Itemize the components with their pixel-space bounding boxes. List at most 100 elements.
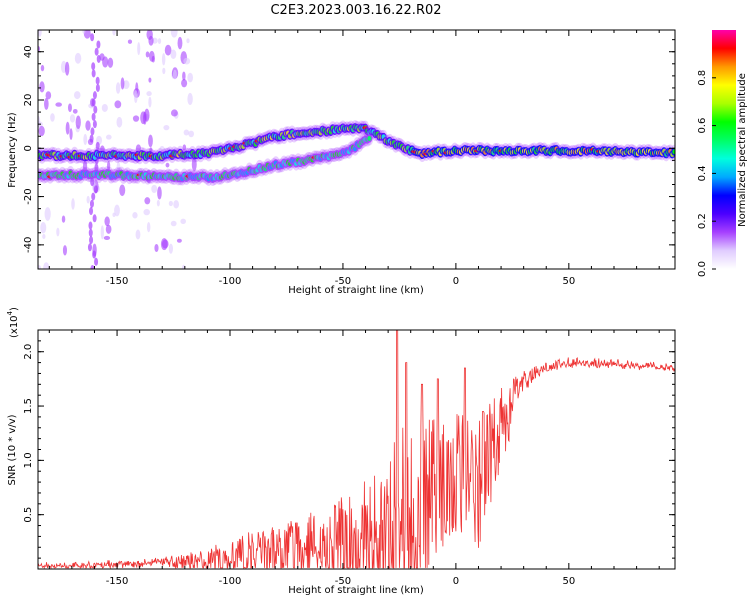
spectrogram-speckle xyxy=(104,216,110,227)
spectrogram-speckle xyxy=(172,69,177,80)
spectrogram-stripe xyxy=(88,228,93,237)
spectrogram-speckle xyxy=(182,71,186,81)
colorbar-tick-label: 0.8 xyxy=(697,70,708,86)
spectrogram-stripe xyxy=(92,120,97,129)
spectrogram-speckle xyxy=(132,211,138,219)
spectrogram-speckle xyxy=(151,184,158,194)
spectrogram-x-tick-label: -150 xyxy=(106,276,129,287)
snr-y-tick-label: 1.5 xyxy=(23,398,34,414)
spectrogram-speckle xyxy=(85,120,91,131)
snr-y-tick-label: 1.0 xyxy=(23,452,34,468)
spectrogram-stripe xyxy=(90,33,95,42)
spectrogram-x-tick-label: 0 xyxy=(453,276,459,287)
spectrogram-speckle xyxy=(116,116,123,128)
spectrogram-speckle xyxy=(127,39,133,44)
snr-x-tick-label: -150 xyxy=(106,576,129,587)
spectrogram-speckle xyxy=(187,92,193,105)
colorbar-scale xyxy=(712,30,736,269)
spectrogram-speckle xyxy=(71,198,75,210)
spectrogram-speckle xyxy=(182,144,187,151)
spectrogram-speckle xyxy=(65,121,70,135)
snr-y-tick-label: 0.5 xyxy=(23,507,34,523)
snr-y-axis: 0.5 1.0 1.5 2.0 xyxy=(23,340,675,570)
spectrogram-speckle xyxy=(100,225,104,240)
spectrogram-speckle xyxy=(176,238,182,243)
spectrogram-speckle xyxy=(149,50,155,62)
spectrogram-speckle xyxy=(72,108,78,114)
snr-y-multiplier-close: ) xyxy=(9,307,20,311)
spectrogram-stripe xyxy=(92,250,97,259)
spectrogram-stripe xyxy=(89,134,94,143)
spectrogram-speckle xyxy=(69,128,73,140)
spectrogram-stripe xyxy=(92,91,97,100)
spectrogram-x-tick-label: 50 xyxy=(562,276,575,287)
spectrogram-speckle xyxy=(146,30,153,40)
snr-y-multiplier-exp: 4 xyxy=(6,310,14,315)
spectrogram-speckle xyxy=(44,97,49,110)
spectrogram-speckle xyxy=(135,229,141,240)
spectrogram-speckle xyxy=(82,30,86,34)
spectrogram-speckle xyxy=(157,38,162,44)
spectrogram-speckle xyxy=(120,77,125,90)
spectrogram-speckle xyxy=(137,42,141,56)
spectrogram-speckle xyxy=(191,157,197,172)
spectrogram-speckle xyxy=(115,82,121,94)
spectrogram-stripe xyxy=(96,54,101,63)
spectrogram-speckle xyxy=(45,91,52,100)
spectrogram-speckle xyxy=(165,162,170,168)
spectrogram-stripe xyxy=(94,163,99,172)
spectrogram-x-tick-label: -50 xyxy=(335,276,351,287)
spectrogram-speckle xyxy=(69,114,76,123)
spectrogram-core xyxy=(367,135,372,141)
spectrogram-stripe xyxy=(87,243,92,252)
spectrogram-speckle xyxy=(187,72,194,83)
spectrogram-frame xyxy=(37,29,676,270)
spectrogram-speckle xyxy=(102,56,109,68)
colorbar-tick-label: 0.0 xyxy=(697,261,708,277)
spectrogram-stripe xyxy=(91,192,96,201)
spectrogram-speckle xyxy=(114,204,120,217)
spectrogram-speckle xyxy=(146,91,152,97)
spectrogram-speckle xyxy=(40,221,47,234)
spectrogram-stripe xyxy=(90,127,95,136)
spectrogram-speckle xyxy=(188,130,195,138)
snr-y-multiplier-base: (x10 xyxy=(9,315,20,338)
spectrogram-speckle xyxy=(170,220,177,227)
spectrogram-speckle xyxy=(163,124,170,131)
spectrogram-stripe xyxy=(94,47,99,56)
snr-y-label: SNR (10 * v/v) xyxy=(7,414,18,485)
colorbar-tick-label: 0.4 xyxy=(697,165,708,181)
spectrogram-stripe xyxy=(91,98,96,107)
spectrogram-speckle xyxy=(161,239,169,249)
spectrogram-speckle xyxy=(62,245,68,256)
spectrogram-speckle xyxy=(43,262,50,269)
spectrogram-heatmap xyxy=(38,30,675,269)
spectrogram-speckle xyxy=(183,57,191,65)
spectrogram-speckle xyxy=(83,30,91,39)
spectrogram-speckle xyxy=(39,81,45,93)
spectrogram-stripe xyxy=(93,185,98,194)
colorbar: 0.0 0.2 0.4 0.6 0.8 Normalized spectral ampl… xyxy=(697,30,748,277)
spectrogram-speckle xyxy=(161,53,166,66)
spectrogram-speckle xyxy=(143,111,147,125)
spectrogram-speckle xyxy=(107,160,111,171)
spectrogram-speckle xyxy=(143,208,150,216)
spectrogram-x-axis: -150 -100 -50 0 50 xyxy=(48,30,660,287)
spectrogram-speckle xyxy=(157,186,162,200)
spectrogram-y-tick-label: 40 xyxy=(23,45,34,58)
spectrogram-speckle xyxy=(75,115,81,129)
colorbar-ticks: 0.0 0.2 0.4 0.6 0.8 xyxy=(697,70,716,277)
spectrogram-speckle xyxy=(186,38,190,44)
spectrogram-speckle xyxy=(180,218,186,224)
spectrogram-speckle xyxy=(133,90,138,103)
spectrogram-speckle xyxy=(145,51,150,58)
snr-x-tick-label: -100 xyxy=(219,576,242,587)
spectrogram-speckle xyxy=(86,195,90,204)
spectrogram-speckle xyxy=(107,57,114,68)
colorbar-tick-label: 0.2 xyxy=(697,213,708,229)
spectrogram-stripe xyxy=(91,69,96,78)
colorbar-label: Normalized spectral amplitude xyxy=(737,73,748,227)
spectrogram-stripe xyxy=(89,236,94,245)
spectrogram-speckle xyxy=(148,96,152,108)
